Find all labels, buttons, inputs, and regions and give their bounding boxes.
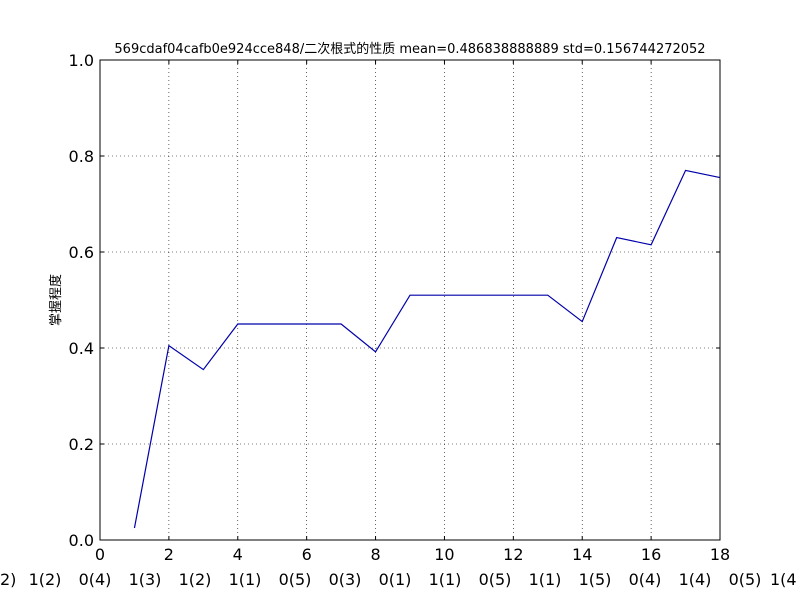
series-group bbox=[133, 169, 721, 529]
extra-label: 1(1) bbox=[529, 570, 562, 589]
extra-label: 0(5) bbox=[279, 570, 312, 589]
extra-label: 2) bbox=[0, 570, 16, 589]
y-tick-label: 0.2 bbox=[69, 435, 94, 454]
extra-label: 1(5) bbox=[579, 570, 612, 589]
x-tick-label: 10 bbox=[434, 545, 454, 564]
extra-label: 0(4) bbox=[79, 570, 112, 589]
extra-label: 0(5) bbox=[479, 570, 512, 589]
extra-label: 1(4 bbox=[770, 570, 797, 589]
x-tick-label: 8 bbox=[370, 545, 380, 564]
y-tick-label: 0.4 bbox=[69, 339, 94, 358]
x-tick-label: 6 bbox=[302, 545, 312, 564]
y-axis-label: 掌握程度 bbox=[48, 274, 64, 326]
extra-label: 0(5) bbox=[729, 570, 762, 589]
y-tick-label: 0.8 bbox=[69, 147, 94, 166]
x-tick-label: 12 bbox=[503, 545, 523, 564]
extra-label: 0(1) bbox=[379, 570, 412, 589]
y-tick-labels: 0.0 0.2 0.4 0.6 0.8 1.0 bbox=[69, 51, 94, 550]
plot-frame bbox=[99, 59, 721, 541]
extra-label: 0(4) bbox=[629, 570, 662, 589]
extra-label: 1(1) bbox=[429, 570, 462, 589]
extra-label: 1(2) bbox=[29, 570, 62, 589]
x-tick-labels: 0 2 4 6 8 10 12 14 16 18 bbox=[95, 545, 730, 564]
x-tick-label: 0 bbox=[95, 545, 105, 564]
x-tick-label: 14 bbox=[572, 545, 592, 564]
x-tick-label: 2 bbox=[164, 545, 174, 564]
extra-label: 1(2) bbox=[179, 570, 212, 589]
y-tick-label: 1.0 bbox=[69, 51, 94, 70]
x-tick-label: 4 bbox=[233, 545, 243, 564]
extra-labels: 2) 1(2) 0(4) 1(3) 1(2) 1(1) 0(5) 0(3) 0(1) 1(1) 0(… bbox=[0, 570, 797, 589]
y-tick-label: 0.6 bbox=[69, 243, 94, 262]
chart-title: 569cdaf04cafb0e924cce848/二次根式的性质 mean=0.… bbox=[114, 41, 705, 57]
x-tick-label: 16 bbox=[641, 545, 661, 564]
extra-label: 0(3) bbox=[329, 570, 362, 589]
series-line bbox=[133, 169, 721, 529]
extra-label: 1(3) bbox=[129, 570, 162, 589]
ticks bbox=[99, 59, 721, 541]
extra-label: 1(4) bbox=[679, 570, 712, 589]
y-tick-label: 0.0 bbox=[69, 531, 94, 550]
x-tick-label: 18 bbox=[710, 545, 730, 564]
extra-label: 1(1) bbox=[229, 570, 262, 589]
